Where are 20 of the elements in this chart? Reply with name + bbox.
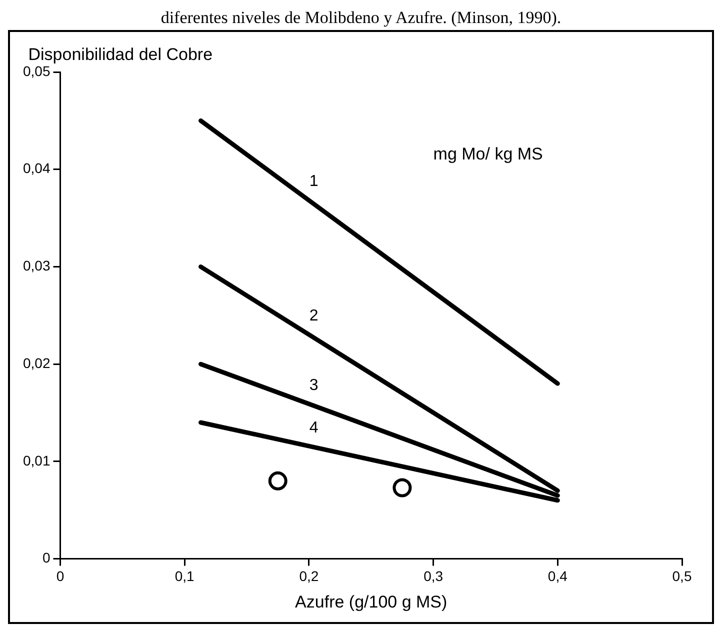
y-tick-label: 0,05: [23, 62, 50, 79]
x-tick-label: 0,2: [299, 568, 319, 584]
y-tick-label: 0,01: [23, 452, 50, 468]
y-tick-label: 0,03: [23, 258, 50, 274]
y-tick-label: 0: [42, 550, 50, 566]
series-label: 3: [309, 376, 318, 394]
x-tick-label: 0: [56, 568, 64, 584]
x-axis-title: Azufre (g/100 g MS): [295, 592, 448, 612]
y-tick-label: 0,04: [23, 160, 50, 176]
series-label: 1: [309, 172, 318, 190]
x-tick-label: 0,1: [174, 568, 195, 584]
y-axis-title: Disponibilidad del Cobre: [28, 45, 213, 64]
annotation: mg Mo/ kg MS: [433, 144, 543, 164]
series-label: 2: [309, 307, 318, 324]
x-tick-label: 0,5: [672, 568, 692, 584]
x-tick-label: 0,3: [424, 568, 444, 584]
x-tick-label: 0,4: [548, 568, 568, 584]
chart-title: diferentes niveles de Molibdeno y Azufre. (Minson, 1990).: [160, 8, 562, 29]
series-label: 4: [309, 419, 318, 436]
y-tick-label: 0,02: [23, 354, 50, 371]
